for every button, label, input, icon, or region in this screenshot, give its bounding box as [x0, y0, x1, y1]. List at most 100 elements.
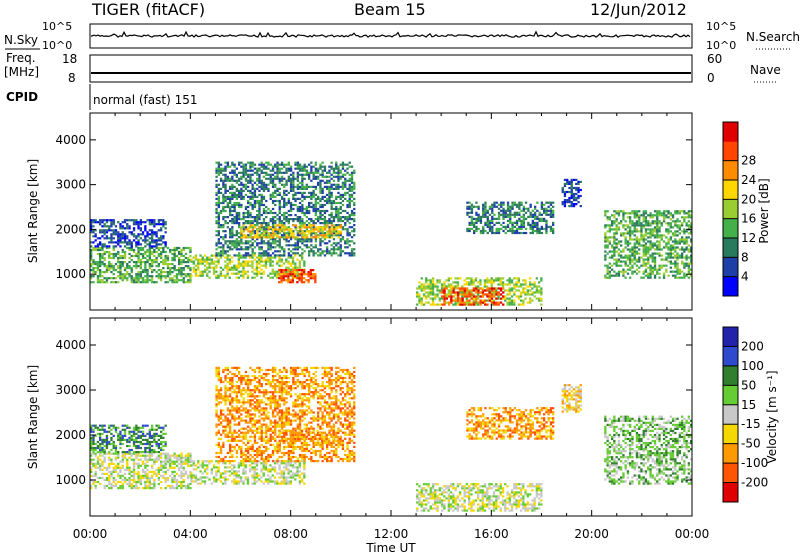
data-cell [323, 216, 327, 219]
data-cell [335, 201, 338, 205]
data-cell [139, 252, 142, 256]
data-cell [164, 271, 167, 274]
data-cell [463, 303, 466, 306]
data-cell [258, 242, 261, 245]
data-cell [328, 228, 331, 231]
data-cell [101, 231, 104, 234]
data-cell [203, 260, 207, 263]
data-cell [642, 246, 645, 249]
data-cell [312, 226, 315, 229]
data-cell [117, 452, 120, 455]
data-cell [123, 269, 127, 272]
data-cell [173, 246, 176, 250]
data-cell [294, 193, 297, 196]
data-cell [314, 201, 317, 205]
data-cell [292, 220, 295, 223]
data-cell [92, 482, 95, 486]
data-cell [651, 266, 654, 269]
data-cell [314, 279, 317, 282]
data-cell [445, 285, 448, 288]
data-cell [130, 267, 133, 270]
data-cell [314, 203, 317, 207]
data-cell [258, 199, 261, 203]
data-cell [278, 277, 281, 280]
data-cell [522, 223, 525, 226]
data-cell [604, 226, 607, 229]
data-cell [283, 183, 286, 186]
data-cell [674, 248, 677, 251]
data-cell [187, 259, 190, 262]
data-cell [231, 226, 234, 229]
data-cell [653, 248, 657, 251]
data-cell [155, 275, 158, 278]
data-cell [640, 264, 643, 267]
data-cell [651, 254, 654, 257]
data-cell [531, 283, 534, 286]
data-cell [226, 165, 229, 168]
data-cell [280, 220, 284, 223]
data-cell [126, 219, 129, 222]
data-cell [139, 277, 142, 280]
data-cell [477, 289, 480, 292]
data-cell [217, 195, 220, 198]
data-cell [278, 216, 281, 219]
data-cell [642, 244, 645, 247]
data-cell [256, 234, 259, 237]
data-cell [644, 232, 648, 235]
data-cell [215, 244, 218, 247]
data-cell [425, 301, 428, 304]
data-cell [226, 161, 229, 164]
nave-label: Nave [750, 63, 781, 77]
data-cell [229, 201, 232, 205]
data-cell [271, 226, 275, 229]
data-cell [251, 220, 254, 223]
data-cell [346, 205, 349, 209]
data-cell [332, 220, 336, 223]
nsearch-tick-top: 10^5 [706, 20, 736, 33]
data-cell [114, 484, 118, 488]
data-cell [486, 225, 489, 228]
data-cell [604, 232, 607, 235]
data-cell [194, 270, 198, 273]
data-cell [685, 238, 688, 241]
data-cell [656, 246, 659, 249]
data-cell [660, 248, 663, 251]
data-cell [527, 209, 530, 212]
data-cell [298, 181, 302, 184]
data-cell [447, 279, 450, 282]
data-cell [488, 295, 491, 298]
data-cell [280, 167, 284, 170]
data-cell [119, 241, 122, 244]
data-cell [231, 161, 234, 164]
data-cell [314, 246, 317, 249]
data-cell [685, 254, 688, 257]
data-cell [244, 272, 247, 275]
data-cell [123, 227, 127, 230]
data-cell [669, 246, 672, 249]
data-cell [319, 240, 322, 243]
data-cell [301, 222, 304, 225]
data-cell [662, 220, 666, 223]
data-cell [504, 215, 507, 218]
data-cell [353, 197, 356, 200]
data-cell [287, 266, 290, 269]
data-cell [436, 289, 439, 292]
data-cell [247, 169, 250, 172]
data-cell [477, 303, 480, 306]
data-cell [284, 273, 288, 276]
data-cell [613, 254, 616, 257]
data-cell [137, 256, 140, 260]
data-cell [644, 234, 648, 237]
data-cell [274, 171, 277, 174]
data-cell [206, 256, 209, 259]
data-cell [233, 205, 236, 209]
data-cell [473, 223, 476, 226]
data-cell [280, 258, 283, 261]
data-cell [90, 265, 93, 268]
data-cell [674, 254, 677, 257]
data-cell [335, 226, 338, 229]
data-cell [128, 219, 131, 222]
data-cell [112, 468, 115, 471]
data-cell [224, 167, 227, 170]
data-cell [278, 242, 281, 245]
